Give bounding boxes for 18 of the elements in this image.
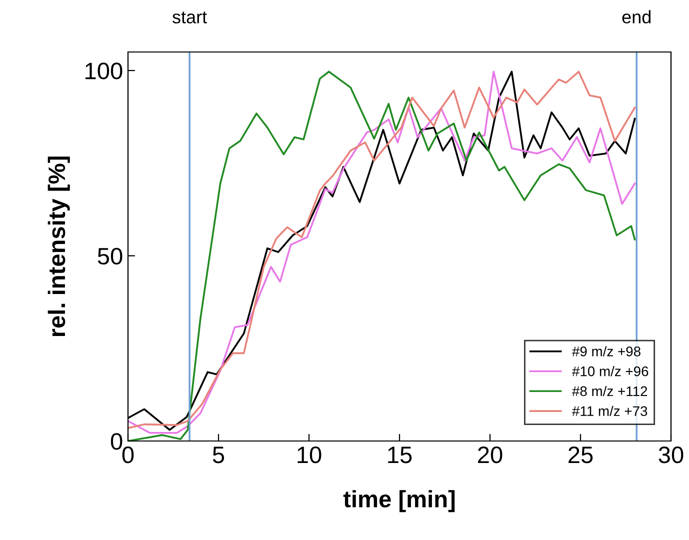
legend-label: #11 m/z +73 <box>572 406 648 416</box>
legend-label: #9 m/z +98 <box>572 346 640 356</box>
ref-line-label: start <box>172 12 207 24</box>
legend-label: #10 m/z +96 <box>572 366 648 376</box>
x-tick-label: 25 <box>568 446 593 464</box>
x-axis-title: time [min] <box>343 490 455 512</box>
x-tick-label: 5 <box>212 446 224 464</box>
legend-label: #8 m/z +112 <box>572 386 648 396</box>
x-tick-label: 10 <box>298 446 322 464</box>
y-tick-label: 100 <box>86 62 122 80</box>
y-tick-label: 0 <box>110 433 122 450</box>
ref-line-label: end <box>622 10 651 24</box>
x-tick-label: 0 <box>122 446 134 464</box>
x-tick-label: 30 <box>658 446 684 464</box>
y-tick-label: 50 <box>98 248 122 265</box>
x-tick-label: 20 <box>478 446 502 464</box>
y-axis-title: rel. intensity [%] <box>48 156 70 336</box>
x-tick-label: 15 <box>388 446 412 464</box>
